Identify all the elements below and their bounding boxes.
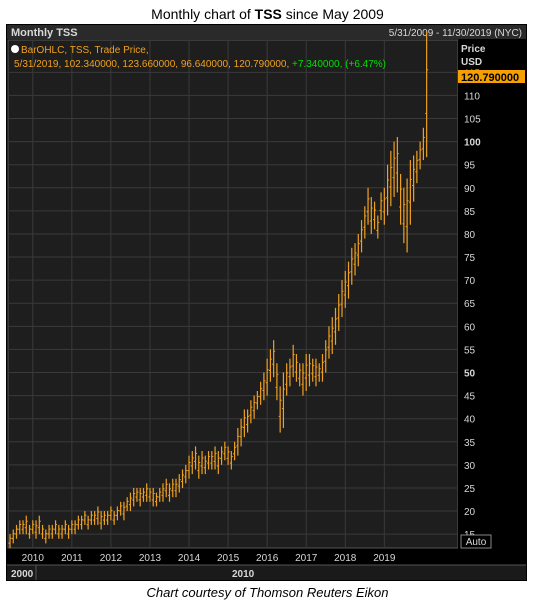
- x-tick-label: 2012: [100, 553, 123, 564]
- chart-header-left: Monthly TSS: [11, 27, 78, 39]
- x-tick-label: 2010: [22, 553, 45, 564]
- y-tick-label: 65: [464, 299, 476, 310]
- legend-values: 5/31/2019, 102.340000, 123.660000, 96.64…: [14, 59, 289, 70]
- x-tick-label: 2013: [139, 553, 162, 564]
- y-tick-label: 50: [464, 369, 476, 380]
- y-tick-label: 70: [464, 276, 476, 287]
- bottom-year-mid: 2010: [232, 569, 255, 580]
- legend-line-2: 5/31/2019, 102.340000, 123.660000, 96.64…: [14, 59, 386, 70]
- plot-area[interactable]: [7, 39, 459, 549]
- last-price-marker: [458, 70, 525, 83]
- y-tick-label: 35: [464, 438, 476, 449]
- y-tick-label: 45: [464, 392, 476, 403]
- y-tick-label: 90: [464, 184, 476, 195]
- y-tick-label: 25: [464, 484, 476, 495]
- ohlc-chart: Monthly TSS 5/31/2009 - 11/30/2019 (NYC)…: [6, 24, 527, 581]
- x-tick-label: 2017: [295, 553, 318, 564]
- grid-lines: [8, 40, 458, 548]
- title-ticker: TSS: [254, 6, 282, 22]
- y-tick-label: 100: [464, 138, 481, 149]
- auto-scale-button[interactable]: [460, 534, 492, 549]
- x-tick-label: 2018: [334, 553, 357, 564]
- y-tick-label: 75: [464, 253, 476, 264]
- legend-line-1: BarOHLC, TSS, Trade Price,: [21, 45, 149, 56]
- chart-title: Monthly chart of TSS since May 2009: [151, 6, 384, 22]
- bottom-year-left: 2000: [11, 569, 34, 580]
- y-tick-label: 105: [464, 115, 481, 126]
- x-tick-label: 2016: [256, 553, 279, 564]
- y-tick-label: 30: [464, 461, 476, 472]
- price-axis-label: Price: [461, 44, 486, 55]
- y-tick-label: 95: [464, 161, 476, 172]
- auto-scale-label: Auto: [466, 537, 487, 548]
- currency-axis-label: USD: [461, 57, 482, 68]
- x-tick-label: 2014: [178, 553, 201, 564]
- y-tick-label: 55: [464, 345, 476, 356]
- legend-settings-icon[interactable]: [11, 45, 19, 53]
- y-tick-label: 80: [464, 230, 476, 241]
- x-tick-label: 2015: [217, 553, 240, 564]
- last-price-value: 120.790000: [461, 72, 519, 84]
- x-tick-label: 2019: [373, 553, 396, 564]
- y-tick-label: 60: [464, 322, 476, 333]
- y-tick-label: 20: [464, 507, 476, 518]
- price-bars: [8, 32, 429, 548]
- chart-header-right: 5/31/2009 - 11/30/2019 (NYC): [389, 28, 522, 39]
- x-axis-ticks: 2010 2011 2012 2013 2014 2015 2016 2017 2018 2019: [22, 553, 396, 564]
- y-tick-label: 110: [464, 91, 480, 102]
- chart-panel: Monthly TSS 5/31/2009 - 11/30/2019 (NYC)…: [6, 24, 527, 581]
- y-tick-label: 40: [464, 415, 476, 426]
- chart-caption: Chart courtesy of Thomson Reuters Eikon: [146, 585, 389, 600]
- legend-change: +7.340000, (+6.47%): [292, 59, 386, 70]
- x-tick-label: 2011: [61, 553, 83, 564]
- y-tick-label: 85: [464, 207, 476, 218]
